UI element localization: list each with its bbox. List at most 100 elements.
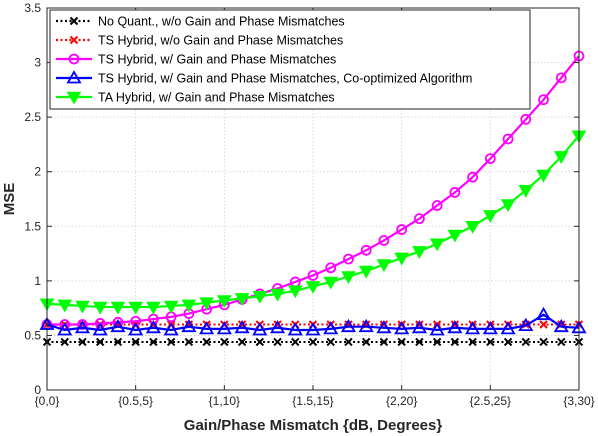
legend-swatch-marker <box>69 16 79 26</box>
data-point <box>500 321 516 335</box>
data-point <box>484 153 496 165</box>
data-point <box>555 72 567 84</box>
data-point <box>325 262 337 274</box>
data-point <box>361 337 371 347</box>
data-point <box>396 224 408 235</box>
data-point <box>149 337 158 347</box>
data-point <box>415 337 424 347</box>
data-point <box>60 337 69 347</box>
y-tick-label: 2 <box>34 165 41 179</box>
data-point <box>397 337 406 347</box>
data-point <box>323 276 339 290</box>
data-point <box>341 271 356 285</box>
data-point <box>234 319 250 334</box>
data-point <box>234 293 250 306</box>
y-tick-label: 1 <box>34 274 41 288</box>
data-point <box>291 337 300 347</box>
data-point <box>539 337 548 347</box>
data-point <box>252 290 268 304</box>
data-point <box>113 337 123 347</box>
data-point <box>503 337 513 347</box>
data-point <box>379 337 389 347</box>
data-point <box>557 337 566 347</box>
data-point <box>131 337 140 347</box>
x-tick-label: {2.5,25} <box>470 394 511 408</box>
data-point <box>360 244 372 256</box>
data-point <box>287 285 303 299</box>
data-point <box>95 337 105 347</box>
data-point <box>217 295 232 309</box>
data-point <box>145 319 161 334</box>
series-5 <box>39 130 587 315</box>
legend-swatch-marker <box>69 35 79 45</box>
legend-entry: TS Hybrid, w/ Gain and Phase Mismatches,… <box>56 70 472 86</box>
data-point <box>539 320 548 329</box>
data-point <box>78 337 87 347</box>
data-point <box>518 317 534 332</box>
data-point <box>270 288 285 302</box>
data-point <box>92 322 108 336</box>
data-point <box>181 318 197 333</box>
data-point <box>57 299 73 313</box>
data-point <box>468 337 477 347</box>
data-point <box>128 322 144 336</box>
legend-label: TS Hybrid, w/ Gain and Phase Mismatches,… <box>98 72 472 86</box>
series-line <box>47 55 580 326</box>
data-point <box>518 185 534 198</box>
data-point <box>411 319 427 334</box>
data-point <box>146 301 161 315</box>
data-point <box>413 213 425 225</box>
data-point <box>308 337 318 347</box>
data-point <box>465 221 480 234</box>
y-tick-label: 0.5 <box>24 328 41 342</box>
data-point <box>163 322 179 336</box>
data-point <box>429 322 445 336</box>
data-point <box>465 321 481 335</box>
legend-label: TA Hybrid, w/ Gain and Phase Mismatches <box>98 91 335 105</box>
data-point <box>287 322 303 336</box>
legend-entry: TA Hybrid, w/ Gain and Phase Mismatches <box>56 91 335 105</box>
data-point <box>340 318 357 333</box>
data-point <box>163 300 179 314</box>
data-point <box>553 318 569 333</box>
data-point <box>412 246 427 259</box>
data-point <box>521 337 531 347</box>
data-point <box>502 133 514 145</box>
x-tick-label: {0.5,5} <box>118 394 153 408</box>
data-point <box>432 337 442 347</box>
data-point <box>199 321 215 335</box>
x-tick-label: {3,30} <box>563 394 594 408</box>
data-point <box>269 319 286 334</box>
x-tick-label: {2,20} <box>386 394 417 408</box>
y-tick-label: 3 <box>34 56 41 70</box>
data-point <box>482 321 498 335</box>
series-line <box>46 313 580 332</box>
x-tick-label: {1.5,15} <box>292 394 333 408</box>
data-point <box>483 210 498 223</box>
data-point <box>74 319 91 334</box>
data-point <box>447 319 463 334</box>
data-point <box>252 322 268 336</box>
data-point <box>216 321 232 335</box>
data-point <box>535 306 552 321</box>
y-tick-label: 3.5 <box>24 1 41 15</box>
data-point <box>344 337 353 347</box>
data-point <box>486 337 495 347</box>
data-point <box>358 318 374 333</box>
data-point <box>553 151 569 164</box>
data-point <box>538 94 549 106</box>
data-point <box>181 299 197 313</box>
data-point <box>307 269 319 281</box>
data-point <box>237 337 247 347</box>
data-point <box>92 301 108 315</box>
legend-box <box>49 9 531 110</box>
data-point <box>199 297 214 311</box>
data-point <box>376 319 392 334</box>
data-point <box>255 337 265 347</box>
data-point <box>358 265 374 279</box>
data-point <box>449 187 461 198</box>
data-point <box>447 229 463 243</box>
y-axis-title: MSE <box>1 183 18 216</box>
data-point <box>202 337 211 347</box>
data-point <box>75 300 90 314</box>
